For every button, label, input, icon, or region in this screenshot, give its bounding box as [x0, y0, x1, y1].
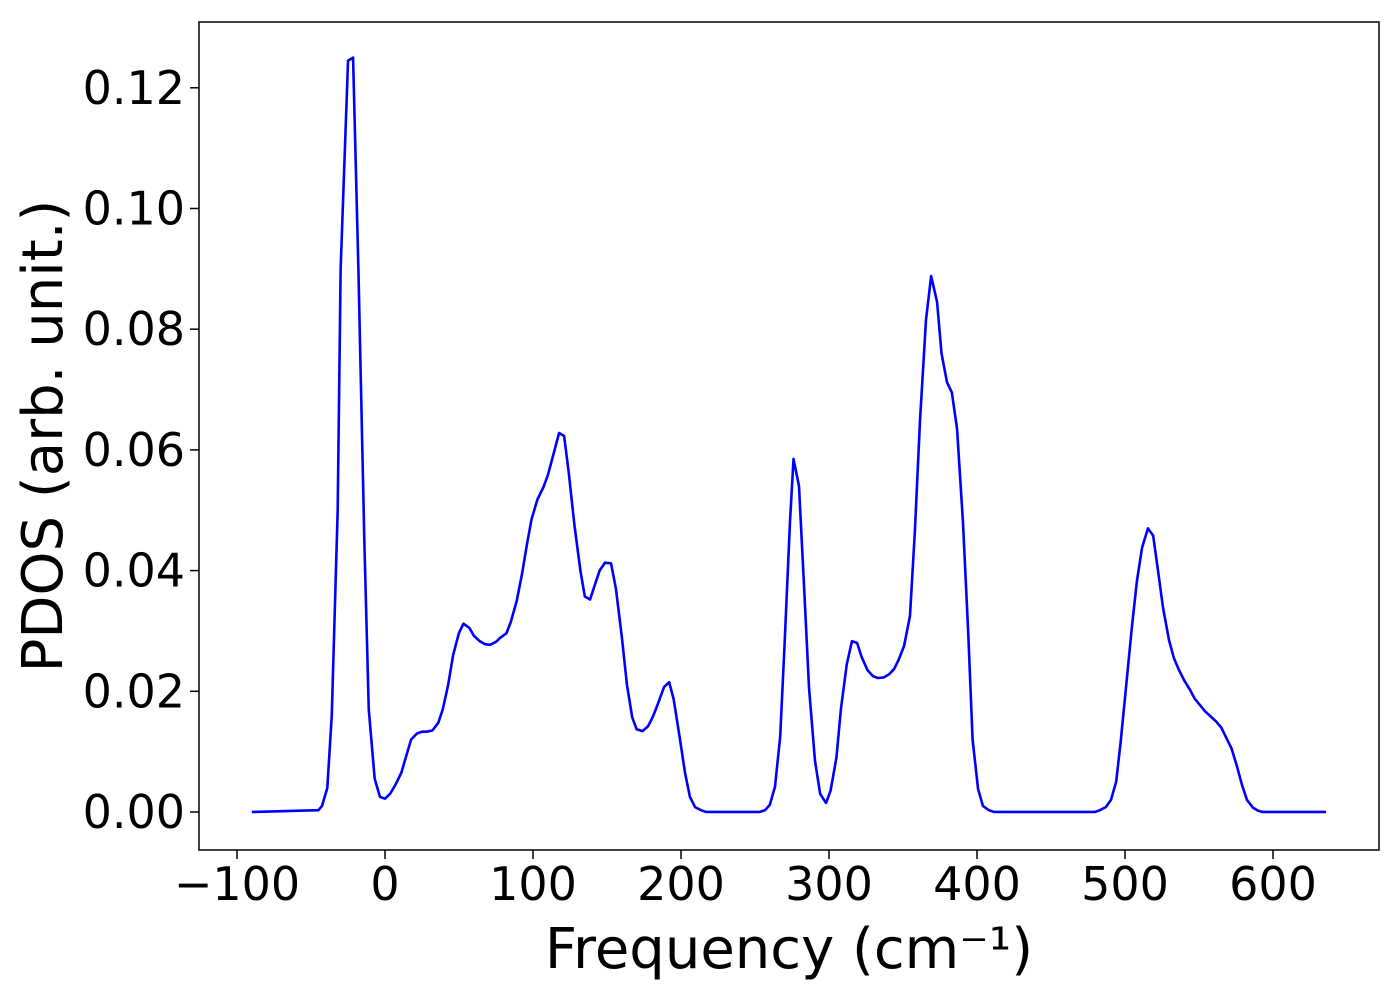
y-tick-label: 0.00 [83, 785, 185, 839]
y-axis-label: PDOS (arb. unit.) [11, 200, 76, 673]
x-tick-label: 100 [489, 857, 577, 911]
x-axis-label: Frequency (cm⁻¹) [545, 917, 1033, 982]
x-tick-label: −100 [174, 857, 300, 911]
data-line [251, 56, 1327, 814]
x-tick-label: 400 [933, 857, 1021, 911]
y-tick-label: 0.08 [83, 302, 185, 356]
y-tick-label: 0.12 [83, 61, 185, 115]
x-tick-label: 600 [1229, 857, 1317, 911]
x-tick-label: 500 [1081, 857, 1169, 911]
x-tick-label: 300 [785, 857, 873, 911]
plot-frame [198, 21, 1380, 851]
y-tick-label: 0.02 [83, 664, 185, 718]
x-tick-label: 0 [370, 857, 399, 911]
y-tick-label: 0.04 [83, 544, 185, 598]
x-tick-label: 200 [637, 857, 725, 911]
y-tick-label: 0.10 [83, 181, 185, 235]
y-tick-label: 0.06 [83, 423, 185, 477]
